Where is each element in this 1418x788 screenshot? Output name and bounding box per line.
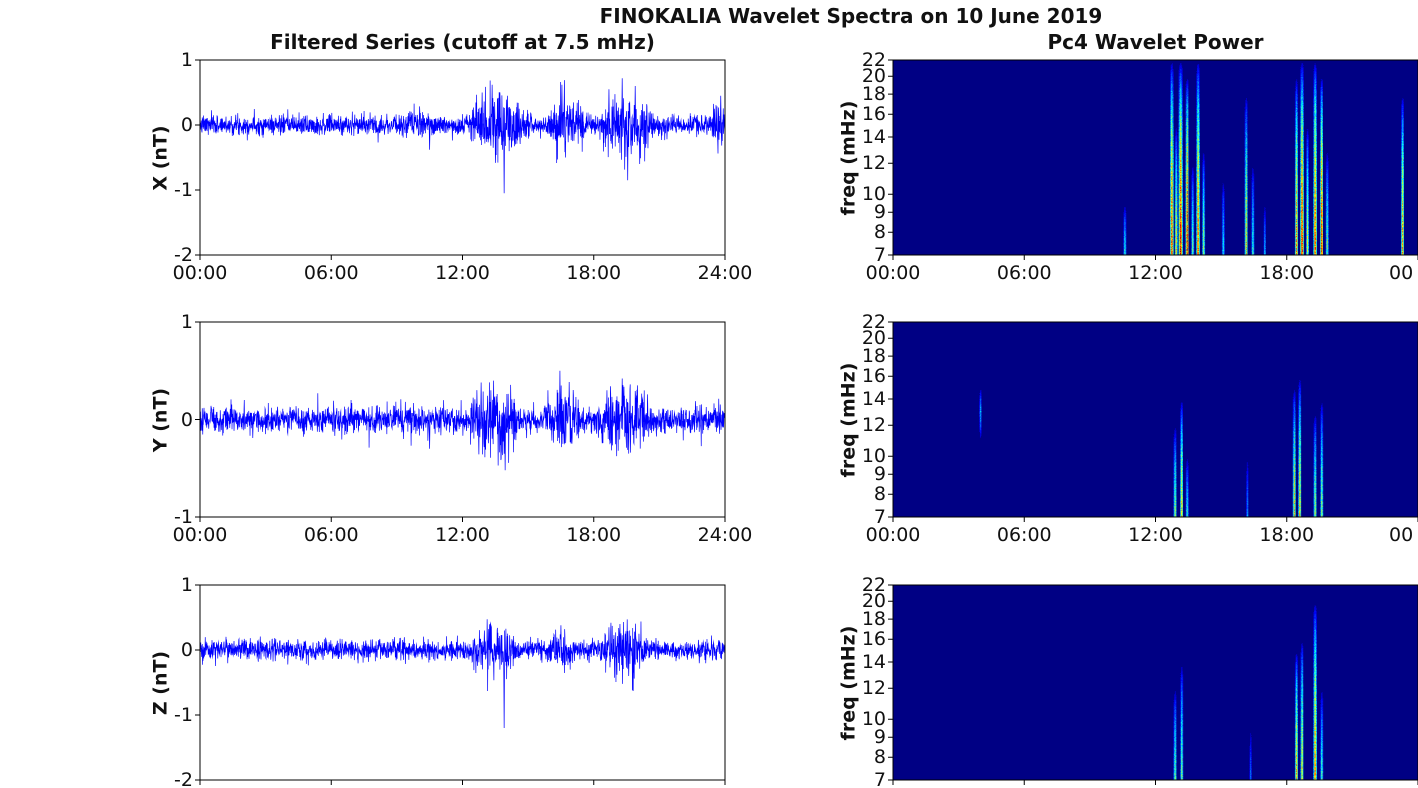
y-tick-label: 7: [873, 769, 886, 788]
y-tick-label: 7: [873, 244, 886, 266]
y-tick-label: 8: [873, 483, 886, 506]
y-tick-label: 22: [861, 574, 886, 596]
y-tick-label: -1: [174, 179, 193, 201]
x-tick-label: 18:00: [566, 262, 622, 284]
left-column-title: Filtered Series (cutoff at 7.5 mHz): [270, 30, 655, 54]
y-tick-label: 1: [180, 49, 193, 71]
y-wavelet-canvas: [885, 314, 1418, 525]
y-tick-label: 18: [861, 83, 886, 106]
y-tick-label: 0: [180, 639, 193, 661]
y-tick-label: 12: [861, 677, 886, 700]
y-tick-label: 10: [861, 708, 886, 731]
y-tick-label: 10: [861, 183, 886, 206]
x-tick-label: 00:00: [172, 262, 228, 284]
y-tick-label: 0: [180, 408, 193, 431]
y-tick-label: 20: [861, 65, 886, 88]
plot-x-wavelet-power: 00:00 06:00 12:00 18:00 00 22 20 18 16 14 12 10 9 8 7 f…: [837, 49, 1418, 284]
y-tick-label: 9: [873, 463, 886, 486]
y-series-canvas: [192, 314, 733, 525]
y-tick-label: 1: [180, 574, 193, 596]
y-axis-label: freq (mHz): [837, 625, 859, 740]
y-axis-label: freq (mHz): [837, 100, 859, 215]
y-tick-label: 14: [861, 650, 886, 673]
x-tick-label: 18:00: [1259, 524, 1315, 546]
plot-x-filtered-series: 00:00 06:00 12:00 18:00 24:00 1 0 -1 -2 X (nT): [149, 49, 752, 284]
x-tick-label: 12:00: [1128, 524, 1183, 546]
x-tick-label: 24:00: [697, 262, 753, 284]
y-tick-label: -1: [174, 506, 193, 528]
y-axis-label: Z (nT): [149, 650, 171, 715]
y-tick-label: 1: [180, 311, 193, 333]
y-tick-label: 22: [861, 49, 886, 71]
x-tick-label: 00:00: [865, 262, 921, 284]
y-tick-label: 8: [873, 746, 886, 769]
y-tick-label: 10: [861, 445, 886, 468]
x-tick-label: 12:00: [1128, 262, 1183, 284]
y-axis-label: X (nT): [149, 124, 171, 191]
y-tick-label: 20: [861, 590, 886, 613]
y-axis-label: Y (nT): [149, 387, 171, 452]
z-wavelet-canvas: [885, 577, 1418, 788]
y-tick-label: 14: [861, 387, 886, 410]
y-tick-label: -2: [174, 769, 193, 788]
y-tick-label: 9: [873, 726, 886, 749]
y-tick-label: -2: [174, 244, 193, 266]
x-tick-label: 06:00: [996, 524, 1052, 546]
x-tick-label: 06:00: [303, 262, 359, 284]
plot-y-filtered-series: 00:00 06:00 12:00 18:00 24:00 1 0 -1 Y (nT): [149, 311, 752, 546]
y-tick-label: 20: [861, 327, 886, 350]
y-tick-label: 22: [861, 311, 886, 333]
y-tick-label: 7: [873, 506, 886, 528]
y-tick-label: 18: [861, 608, 886, 631]
y-tick-label: 18: [861, 345, 886, 368]
x-tick-label: 18:00: [566, 524, 622, 546]
x-tick-label: 06:00: [996, 262, 1052, 284]
x-tick-label: 00:00: [865, 524, 921, 546]
plot-y-wavelet-power: 00:00 06:00 12:00 18:00 00 22 20 18 16 14 12 10 9 8 7 f…: [837, 311, 1418, 546]
y-tick-label: 16: [861, 365, 886, 388]
y-tick-label: -1: [174, 704, 193, 726]
y-axis-label: freq (mHz): [837, 362, 859, 477]
x-tick-label: 12:00: [435, 262, 490, 284]
x-tick-label: 00: [1389, 262, 1414, 284]
right-column-title: Pc4 Wavelet Power: [1047, 30, 1264, 54]
y-tick-label: 12: [861, 152, 886, 175]
y-tick-label: 14: [861, 125, 886, 148]
x-tick-label: 06:00: [303, 524, 359, 546]
plot-z-filtered-series: 1 0 -1 -2 Z (nT): [149, 574, 733, 788]
y-tick-label: 16: [861, 628, 886, 651]
y-tick-label: 9: [873, 201, 886, 224]
x-tick-label: 00: [1389, 524, 1414, 546]
x-tick-label: 00:00: [172, 524, 228, 546]
x-wavelet-canvas: [885, 52, 1418, 263]
x-tick-label: 18:00: [1259, 262, 1315, 284]
x-tick-label: 12:00: [435, 524, 490, 546]
x-tick-label: 24:00: [697, 524, 753, 546]
x-series-canvas: [192, 52, 733, 263]
y-tick-label: 0: [180, 114, 193, 136]
z-series-canvas: [192, 577, 733, 788]
plot-z-wavelet-power: 22 20 18 16 14 12 10 9 8 7 freq (mHz): [837, 574, 1418, 788]
y-tick-label: 16: [861, 103, 886, 126]
figure-title: FINOKALIA Wavelet Spectra on 10 June 201…: [599, 4, 1103, 28]
y-tick-label: 8: [873, 221, 886, 244]
y-tick-label: 12: [861, 414, 886, 437]
